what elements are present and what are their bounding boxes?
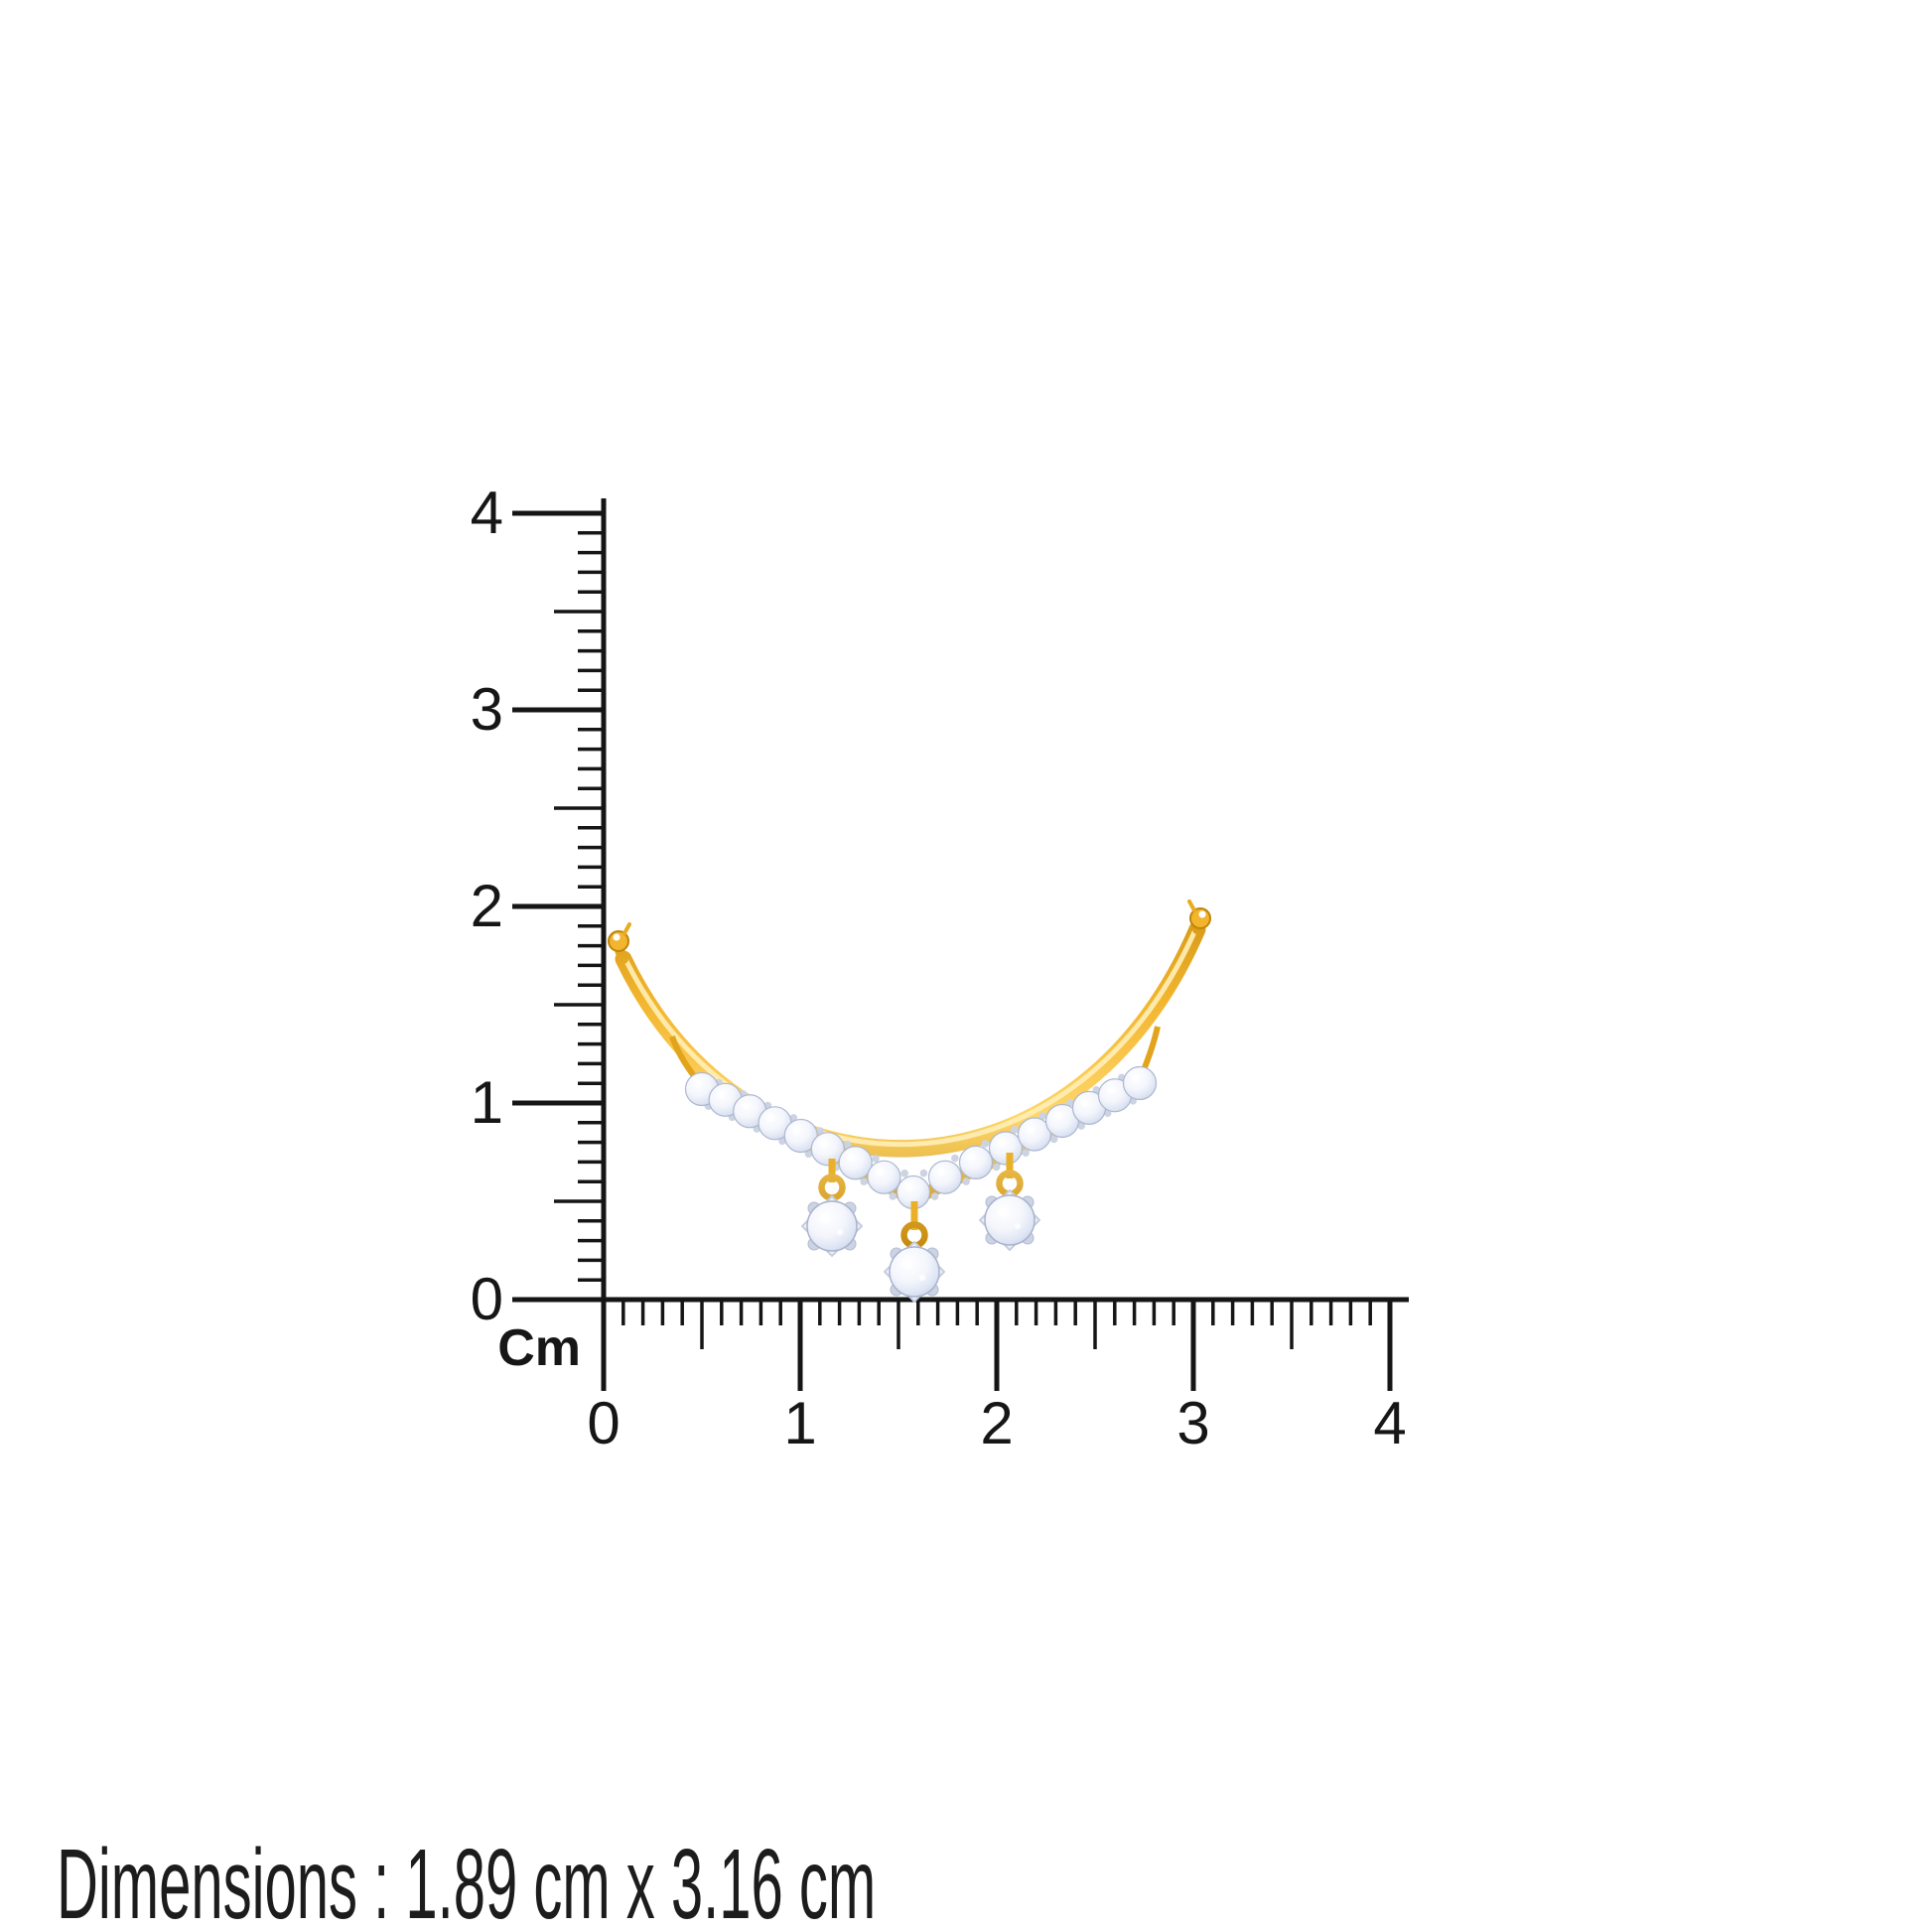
band-prong: [1077, 1122, 1085, 1130]
band-stone-girdle: [1017, 1117, 1052, 1152]
vertical-ruler-label-4: 4: [470, 480, 503, 546]
pendant-left-hook-tip: [622, 922, 631, 935]
band-prong: [872, 1155, 880, 1163]
drop-stone-glint: [837, 1229, 843, 1235]
band-stone-glint: [998, 1140, 1006, 1147]
band-stone-girdle: [988, 1131, 1024, 1166]
band-stone: [927, 1160, 963, 1194]
vertical-ruler-label-1: 1: [470, 1069, 503, 1136]
pendant-right-hook-hole: [1198, 910, 1206, 918]
vertical-ruler-label-3: 3: [470, 676, 503, 743]
ruler-unit-label: Cm: [497, 1319, 581, 1377]
drop-stone: [806, 1200, 858, 1252]
band-stone-glint: [848, 1154, 856, 1162]
band-stone-glint: [877, 1169, 884, 1176]
band-prong: [843, 1140, 852, 1149]
drop-stone-glint: [919, 1275, 925, 1281]
band-stone: [988, 1131, 1024, 1166]
pendant-drop-center: [884, 1201, 945, 1303]
band-stone-girdle: [867, 1160, 901, 1194]
band-stone: [1044, 1103, 1080, 1139]
band-stone: [1122, 1065, 1158, 1101]
vertical-ruler-label-0: 0: [470, 1266, 503, 1332]
band-prong: [1049, 1135, 1058, 1144]
band-stone-glint: [793, 1127, 801, 1135]
band-prong: [1066, 1098, 1074, 1107]
drop-stone-glint: [998, 1207, 1008, 1217]
band-stone-glint: [1027, 1126, 1035, 1133]
band-stone-glint: [767, 1114, 774, 1122]
band-stone-girdle: [1122, 1065, 1158, 1101]
drop-stone-glint: [1015, 1223, 1021, 1229]
band-stone-glint: [694, 1080, 702, 1088]
band-prong: [860, 1177, 868, 1185]
pendant-drop-right: [979, 1153, 1040, 1251]
band-stone-girdle: [927, 1160, 963, 1194]
band-stone-glint: [1054, 1112, 1062, 1120]
pendant-right-hook-tip: [1187, 899, 1196, 912]
band-stone-glint: [1107, 1086, 1115, 1094]
band-stone-glint: [968, 1154, 976, 1162]
band-stone-girdle: [838, 1146, 873, 1180]
band-prong: [889, 1192, 897, 1200]
horizontal-ruler-label-2: 2: [980, 1390, 1014, 1456]
band-stone: [838, 1146, 873, 1180]
band-stone-girdle: [810, 1132, 845, 1167]
band-prong: [816, 1127, 824, 1135]
band-stone-glint: [937, 1169, 945, 1176]
band-prong: [930, 1192, 939, 1200]
band-prong: [1038, 1112, 1047, 1120]
drop-stone-glint: [820, 1213, 830, 1223]
band-prong: [900, 1170, 908, 1177]
band-stone-glint: [820, 1140, 828, 1148]
band-stone: [867, 1160, 901, 1194]
horizontal-ruler-label-4: 4: [1373, 1390, 1407, 1456]
dimensions-caption: Dimensions : 1.89 cm x 3.16 cm: [57, 1829, 877, 1932]
vertical-ruler-label-2: 2: [470, 873, 503, 939]
band-prong: [919, 1169, 928, 1177]
horizontal-ruler-label-1: 1: [783, 1390, 817, 1456]
horizontal-ruler-label-0: 0: [587, 1390, 621, 1456]
band-stone-girdle: [958, 1145, 994, 1179]
band-prong: [1011, 1125, 1019, 1134]
band-stone-glint: [1132, 1074, 1140, 1082]
band-stone: [1071, 1090, 1107, 1125]
band-stone: [1017, 1117, 1052, 1152]
band-stone-glint: [718, 1091, 726, 1099]
band-prong: [804, 1150, 813, 1159]
band-prong: [1022, 1149, 1030, 1157]
pendant-diamond-band: [684, 1065, 1158, 1210]
drop-stone-glint: [902, 1259, 912, 1269]
band-stone-glint: [742, 1102, 750, 1110]
horizontal-ruler-label-3: 3: [1176, 1390, 1210, 1456]
band-prong: [992, 1163, 1001, 1172]
drop-stone: [889, 1246, 940, 1298]
band-prong: [951, 1154, 959, 1163]
band-prong: [962, 1177, 970, 1185]
band-stone-glint: [1081, 1099, 1089, 1107]
pendant-drop-left: [801, 1159, 863, 1257]
pendant: [608, 899, 1211, 1303]
band-stone: [810, 1132, 845, 1167]
band-prong: [981, 1140, 990, 1148]
ruler: [512, 498, 1409, 1391]
pendant-left-hook-hole: [613, 933, 621, 941]
drop-stone: [984, 1194, 1035, 1246]
pendant-upper-bar-highlight: [621, 922, 1200, 1148]
band-stone-glint: [905, 1183, 913, 1191]
band-stone: [958, 1145, 994, 1179]
